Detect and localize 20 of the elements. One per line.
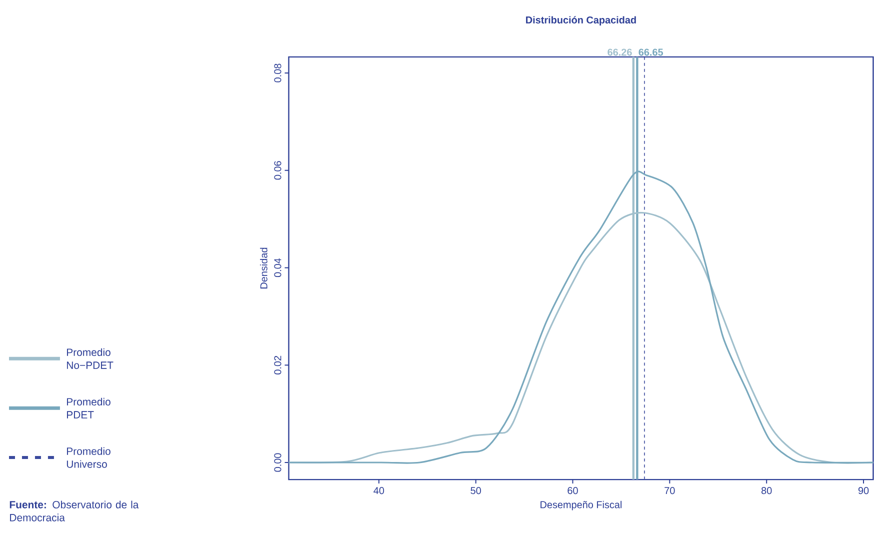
x-tick-label: 50 — [470, 486, 481, 494]
y-tick-label: 0.04 — [274, 258, 282, 277]
legend-label: Promedio No−PDET — [67, 348, 114, 369]
x-tick-label: 60 — [568, 486, 578, 494]
x-axis-title: Desempeño Fiscal — [540, 500, 622, 510]
x-tick-label: 80 — [761, 486, 772, 494]
text: Fuente: Observatorio de la Democracia — [10, 500, 139, 522]
ref-line-label: Promedio Universo — [66, 447, 110, 468]
x-tick-label: 90 — [858, 486, 869, 494]
y-tick-label: 0.00 — [274, 452, 282, 472]
x-tick-label: 70 — [664, 486, 675, 494]
x-tick-label: 40 — [374, 486, 384, 494]
annotation: 66.26 — [608, 48, 632, 56]
y-axis-title: Densidad — [260, 248, 268, 288]
chart-title: Distribución Capacidad — [526, 16, 636, 26]
y-tick-label: 0.06 — [274, 160, 282, 180]
y-tick-label: 0.02 — [274, 356, 282, 374]
y-tick-label: 0.08 — [274, 64, 282, 82]
legend-label: Promedio PDET — [67, 398, 110, 418]
annotation: 66.65 — [638, 48, 664, 56]
